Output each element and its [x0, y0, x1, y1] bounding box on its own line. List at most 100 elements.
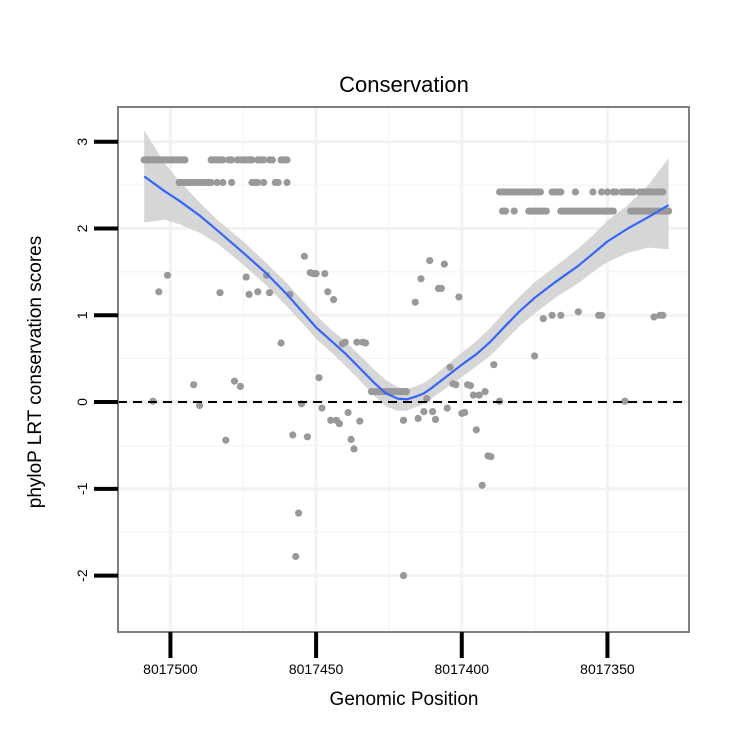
data-point: [228, 178, 236, 187]
data-point: [402, 388, 410, 396]
data-point: [341, 338, 349, 346]
data-point: [487, 453, 495, 461]
data-point: [265, 289, 274, 297]
data-point: [539, 315, 547, 323]
data-point: [481, 388, 489, 396]
data-point: [344, 408, 352, 417]
data-point: [437, 284, 445, 292]
chart-title: Conservation: [339, 72, 469, 97]
data-point: [190, 381, 198, 389]
data-point: [431, 415, 440, 423]
data-point: [542, 207, 550, 215]
loess-fit-line: [143, 175, 670, 401]
loess-fit-layer: [143, 175, 670, 401]
data-point: [312, 270, 320, 278]
x-axis: 8017500 8017450 8017400 8017350: [143, 632, 635, 677]
data-point: [260, 178, 268, 187]
data-point: [207, 178, 215, 187]
data-point: [196, 401, 204, 410]
data-point: [181, 156, 189, 164]
data-point: [315, 374, 323, 382]
data-point: [300, 252, 308, 260]
data-point: [353, 338, 361, 346]
data-point: [292, 552, 300, 561]
data-point: [216, 289, 224, 297]
data-point: [230, 377, 239, 385]
data-point: [347, 435, 355, 443]
data-point: [274, 178, 282, 187]
data-point: [289, 431, 297, 439]
data-point: [303, 433, 311, 441]
data-point: [598, 188, 606, 196]
confidence-band-layer: [144, 130, 669, 411]
data-point: [665, 207, 673, 215]
data-point: [245, 290, 253, 298]
data-point: [163, 271, 172, 279]
x-tick-label: 8017400: [435, 661, 490, 677]
data-point: [399, 416, 408, 424]
data-point: [440, 260, 448, 268]
data-point: [571, 188, 580, 196]
data-point: [295, 509, 303, 517]
data-point: [423, 395, 431, 403]
data-point: [219, 156, 227, 164]
data-point: [236, 382, 244, 390]
data-point: [335, 420, 343, 428]
data-point: [283, 156, 291, 164]
data-point: [254, 288, 262, 296]
data-point: [350, 445, 358, 453]
x-axis-label: Genomic Position: [330, 689, 479, 710]
y-tick-label: 0: [74, 398, 90, 406]
y-tick-label: 2: [74, 224, 90, 232]
x-tick-label: 8017450: [289, 661, 344, 677]
data-point: [327, 416, 335, 424]
data-point: [472, 426, 480, 434]
data-point: [612, 188, 620, 196]
data-point: [399, 572, 408, 580]
plot-panel: [117, 106, 690, 633]
data-point: [414, 414, 422, 423]
data-point: [659, 311, 667, 319]
x-tick-label: 8017500: [143, 661, 198, 677]
data-point: [228, 156, 236, 164]
data-point: [260, 156, 268, 164]
data-point: [283, 178, 291, 187]
data-point: [490, 361, 498, 369]
data-point: [501, 207, 510, 215]
data-point: [455, 293, 463, 301]
data-point: [155, 288, 163, 296]
data-point: [589, 188, 597, 196]
data-point: [219, 178, 227, 187]
data-point: [411, 298, 419, 306]
data-point: [510, 207, 518, 215]
data-point: [446, 363, 454, 371]
y-axis: -2 -1 0 1 2 3: [74, 138, 118, 582]
y-tick-label: 1: [74, 311, 90, 319]
data-point: [277, 339, 285, 347]
data-point: [478, 481, 486, 489]
y-tick-label: 3: [74, 138, 90, 146]
y-tick-label: -2: [74, 569, 90, 582]
data-point: [356, 417, 364, 425]
data-point: [213, 178, 221, 187]
data-point: [557, 311, 565, 319]
data-point: [475, 391, 483, 399]
data-point: [630, 188, 638, 196]
data-point: [254, 178, 262, 187]
data-point: [318, 404, 326, 412]
confidence-band: [144, 130, 669, 411]
data-point: [417, 275, 425, 283]
data-point: [536, 188, 545, 196]
scatter-points: [140, 156, 673, 580]
data-point: [609, 207, 617, 215]
data-point: [324, 288, 332, 296]
data-point: [452, 381, 460, 389]
data-point: [598, 311, 606, 319]
data-point: [531, 352, 539, 360]
data-point: [248, 156, 256, 164]
panel-border: [117, 106, 690, 633]
data-point: [242, 273, 250, 281]
data-point: [621, 397, 629, 405]
x-tick-label: 8017350: [580, 661, 635, 677]
